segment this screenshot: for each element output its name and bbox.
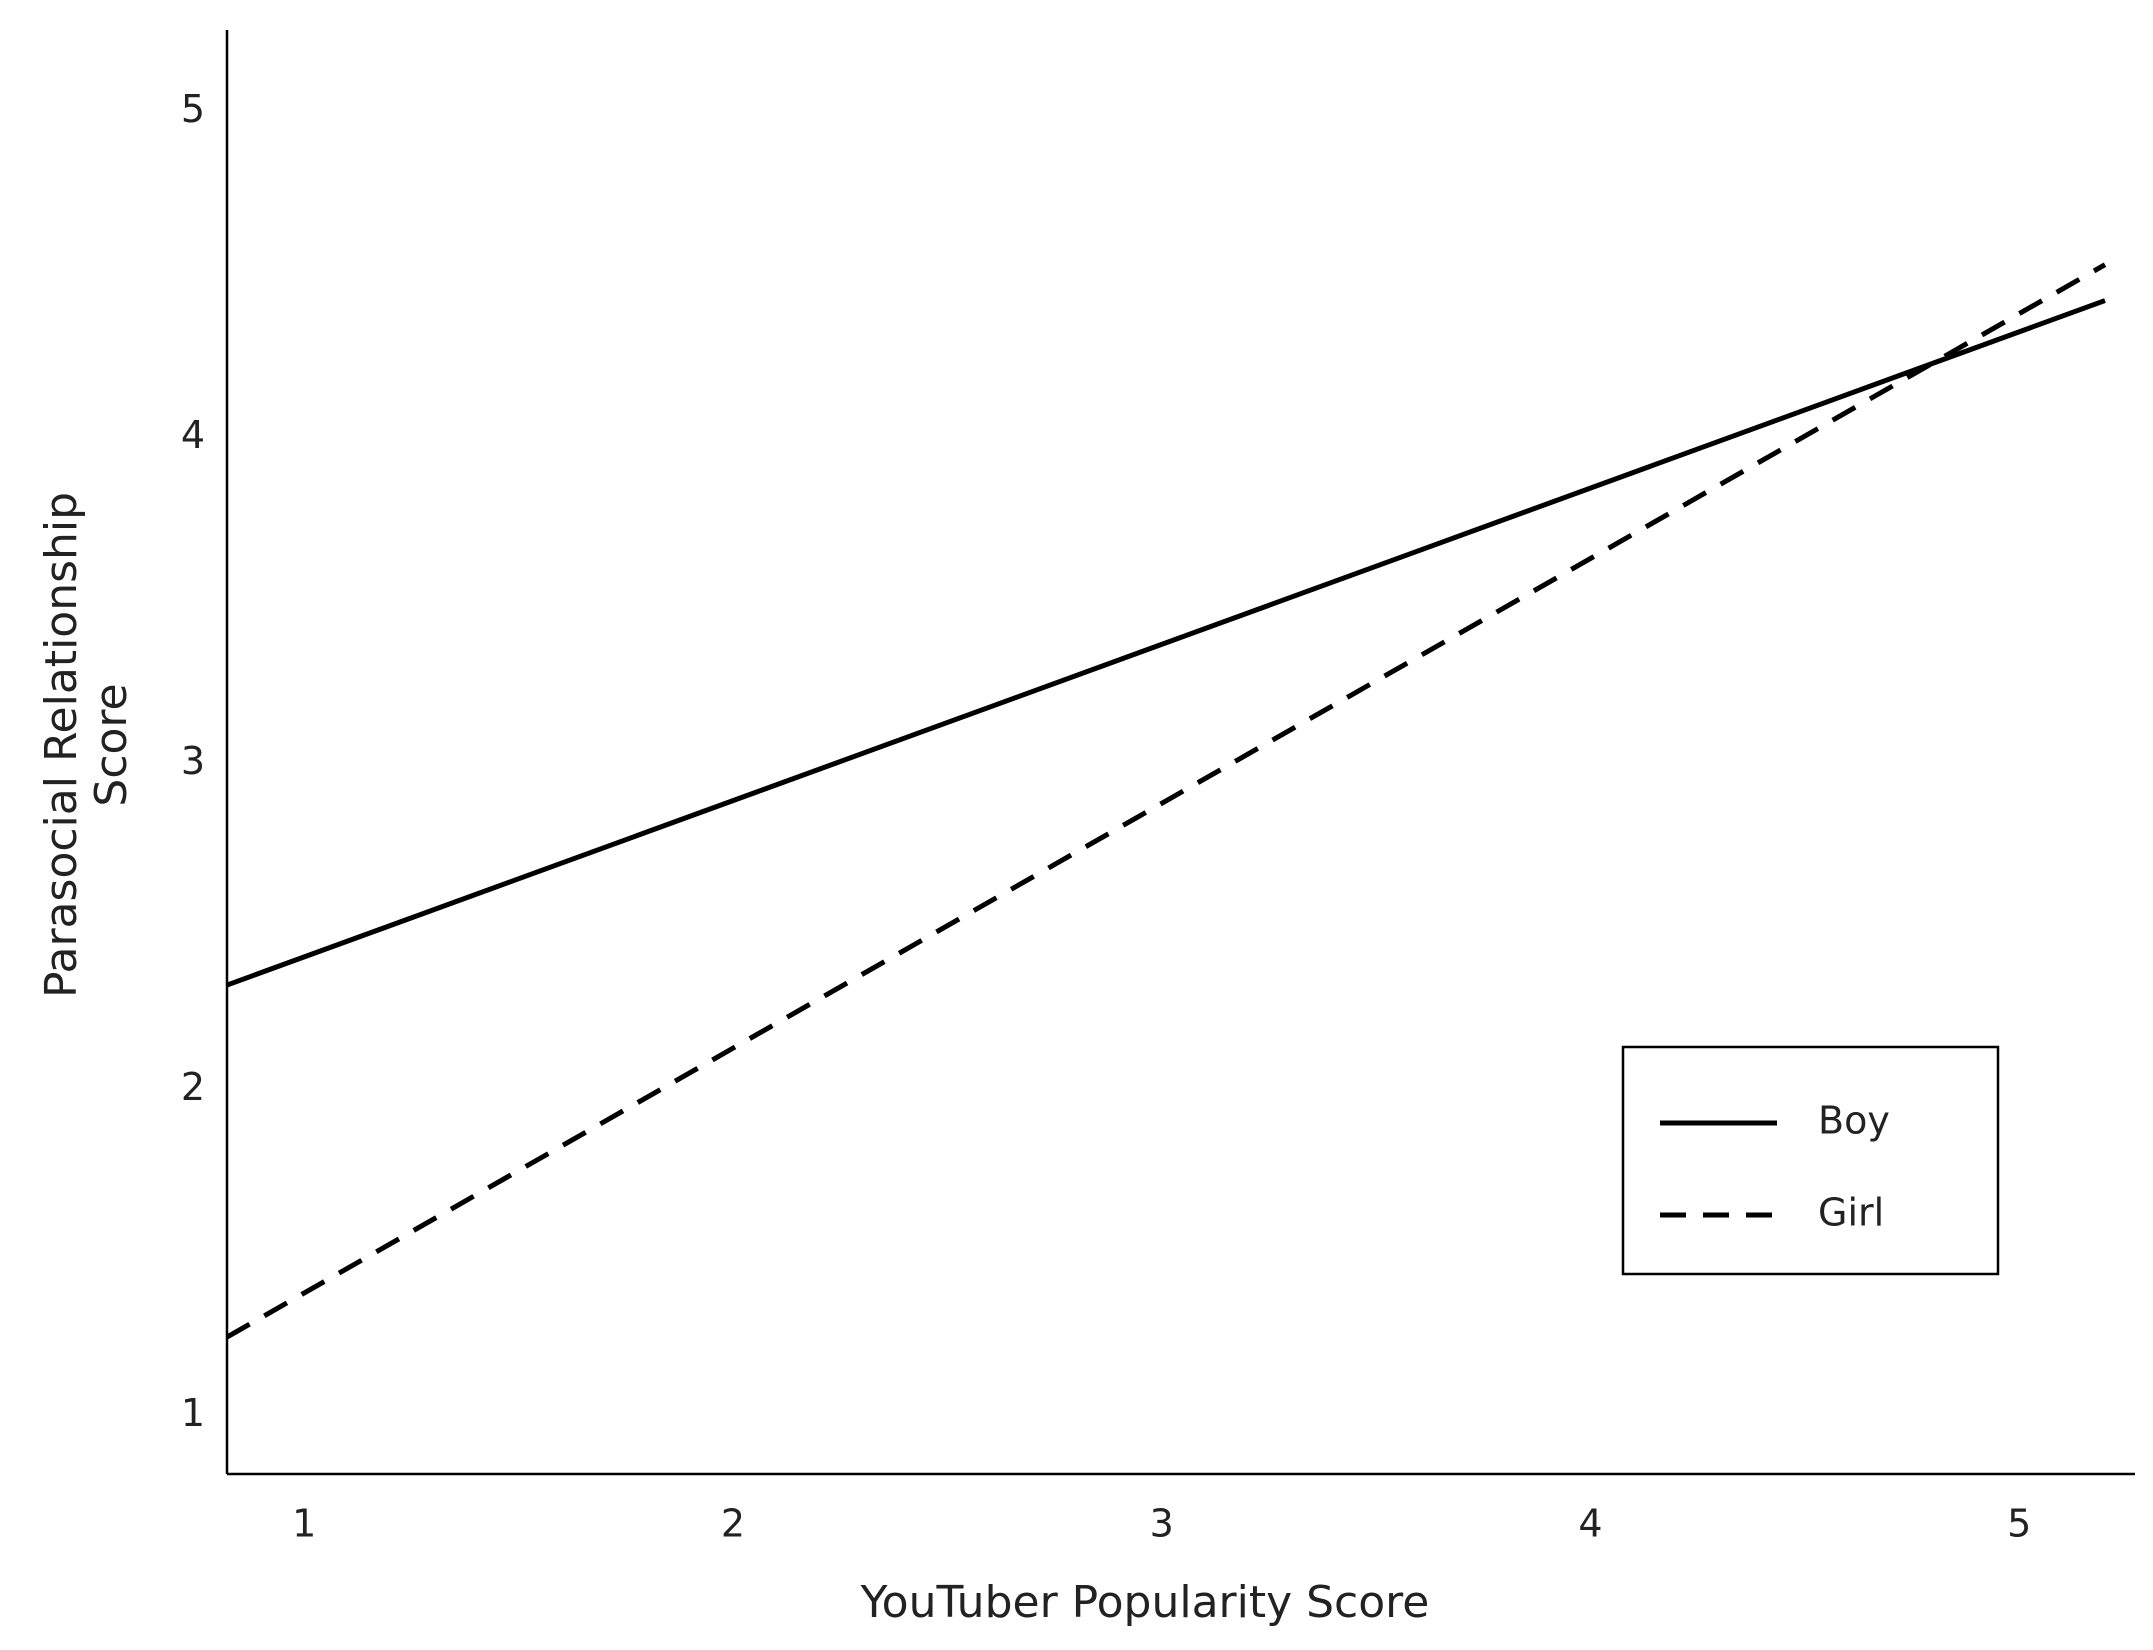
- y-tick-label: 4: [181, 413, 205, 457]
- y-axis-title: Score: [86, 683, 137, 806]
- y-tick-label: 1: [181, 1391, 205, 1435]
- legend-box: [1621, 1045, 2000, 1276]
- y-tick-label: 2: [181, 1065, 205, 1109]
- y-axis-title: Parasocial Relationship: [36, 492, 87, 998]
- series-line: [226, 298, 2106, 988]
- x-tick-label: 1: [292, 1502, 316, 1546]
- x-tick-label: 3: [1150, 1502, 1174, 1546]
- y-tick-label: 3: [181, 739, 205, 783]
- x-tick-label: 4: [1578, 1502, 1602, 1546]
- legend-label: Girl: [1818, 1191, 1884, 1235]
- legend-label: Boy: [1818, 1099, 1890, 1143]
- series-line: [225, 262, 2107, 1340]
- x-tick-label: 2: [721, 1502, 745, 1546]
- y-tick-label: 5: [181, 87, 205, 131]
- x-axis-title: YouTuber Popularity Score: [860, 1577, 1430, 1628]
- x-tick-label: 5: [2007, 1502, 2031, 1546]
